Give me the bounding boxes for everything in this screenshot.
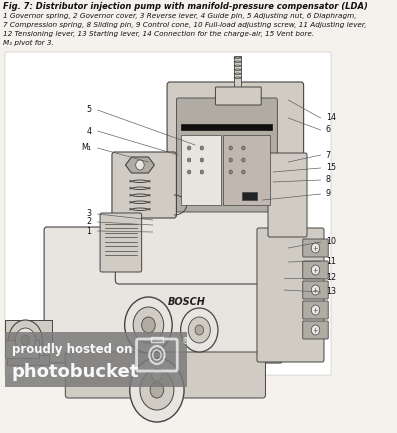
FancyBboxPatch shape <box>268 153 307 237</box>
Circle shape <box>136 160 144 170</box>
Bar <box>151 337 163 342</box>
Bar <box>223 135 270 205</box>
Text: 7: 7 <box>326 151 331 159</box>
Circle shape <box>140 370 174 410</box>
Text: 6: 6 <box>326 126 331 135</box>
Bar <box>181 135 222 205</box>
Circle shape <box>229 146 232 150</box>
Circle shape <box>187 146 191 150</box>
Text: ®: ® <box>182 337 190 346</box>
Text: M₁: M₁ <box>81 143 92 152</box>
Circle shape <box>200 146 204 150</box>
Circle shape <box>229 158 232 162</box>
Text: 5: 5 <box>87 106 92 114</box>
FancyBboxPatch shape <box>167 82 304 233</box>
Bar <box>5 52 331 375</box>
Circle shape <box>133 307 164 343</box>
Text: Fig. 7: Distributor injection pump with manifold-pressure compensator (LDA): Fig. 7: Distributor injection pump with … <box>4 2 368 11</box>
Circle shape <box>200 170 204 174</box>
Circle shape <box>311 305 320 315</box>
Text: 8: 8 <box>326 175 331 184</box>
Text: BOSCH: BOSCH <box>168 297 206 307</box>
FancyBboxPatch shape <box>303 261 328 279</box>
Circle shape <box>181 308 218 352</box>
Circle shape <box>311 265 320 275</box>
Circle shape <box>195 325 204 335</box>
Text: proudly hosted on: proudly hosted on <box>12 343 132 356</box>
Text: 13: 13 <box>326 288 336 297</box>
Text: 12 Tensioning lever, 13 Starting lever, 14 Connection for the charge-air, 15 Ven: 12 Tensioning lever, 13 Starting lever, … <box>4 31 314 37</box>
FancyBboxPatch shape <box>303 239 328 257</box>
Circle shape <box>242 158 245 162</box>
Text: 4: 4 <box>87 126 92 136</box>
Bar <box>242 192 257 200</box>
FancyBboxPatch shape <box>65 352 266 398</box>
Bar <box>234 56 241 88</box>
Text: 10: 10 <box>326 237 336 246</box>
Circle shape <box>152 369 162 381</box>
Circle shape <box>187 158 191 162</box>
FancyBboxPatch shape <box>100 213 142 272</box>
Circle shape <box>188 317 210 343</box>
Text: 1 Governor spring, 2 Governor cover, 3 Reverse lever, 4 Guide pin, 5 Adjusting n: 1 Governor spring, 2 Governor cover, 3 R… <box>4 13 357 19</box>
Text: 12: 12 <box>326 274 336 282</box>
FancyBboxPatch shape <box>303 321 328 339</box>
Circle shape <box>229 170 232 174</box>
Text: 14: 14 <box>326 113 336 123</box>
FancyBboxPatch shape <box>303 281 328 299</box>
Bar <box>7 355 49 365</box>
Text: 1: 1 <box>87 226 92 236</box>
Text: 2: 2 <box>87 217 92 226</box>
Polygon shape <box>125 157 154 173</box>
Text: photobucket: photobucket <box>12 363 139 381</box>
FancyBboxPatch shape <box>44 227 282 363</box>
Circle shape <box>311 325 320 335</box>
FancyBboxPatch shape <box>176 98 278 212</box>
Bar <box>5 332 187 387</box>
Circle shape <box>125 297 172 353</box>
Circle shape <box>15 328 36 352</box>
Circle shape <box>187 170 191 174</box>
Circle shape <box>150 382 164 398</box>
FancyBboxPatch shape <box>112 152 176 218</box>
Circle shape <box>311 243 320 253</box>
Bar <box>181 124 272 130</box>
Circle shape <box>142 317 155 333</box>
Text: 7 Compression spring, 8 Sliding pin, 9 Control cone, 10 Full-load adjusting scre: 7 Compression spring, 8 Sliding pin, 9 C… <box>4 22 367 28</box>
Text: 15: 15 <box>326 164 336 172</box>
Circle shape <box>130 358 184 422</box>
FancyBboxPatch shape <box>116 196 292 284</box>
Circle shape <box>242 170 245 174</box>
FancyBboxPatch shape <box>303 301 328 319</box>
Text: 3: 3 <box>87 210 92 219</box>
Circle shape <box>242 146 245 150</box>
Circle shape <box>21 335 30 345</box>
Bar <box>5 340 39 358</box>
Bar <box>5 320 52 350</box>
Text: 11: 11 <box>326 256 336 265</box>
Text: M₁ pivot for 3.: M₁ pivot for 3. <box>4 40 54 46</box>
Text: 9: 9 <box>326 190 331 198</box>
FancyBboxPatch shape <box>216 87 261 105</box>
Circle shape <box>8 320 42 360</box>
Circle shape <box>200 158 204 162</box>
Circle shape <box>311 285 320 295</box>
FancyBboxPatch shape <box>257 228 324 362</box>
